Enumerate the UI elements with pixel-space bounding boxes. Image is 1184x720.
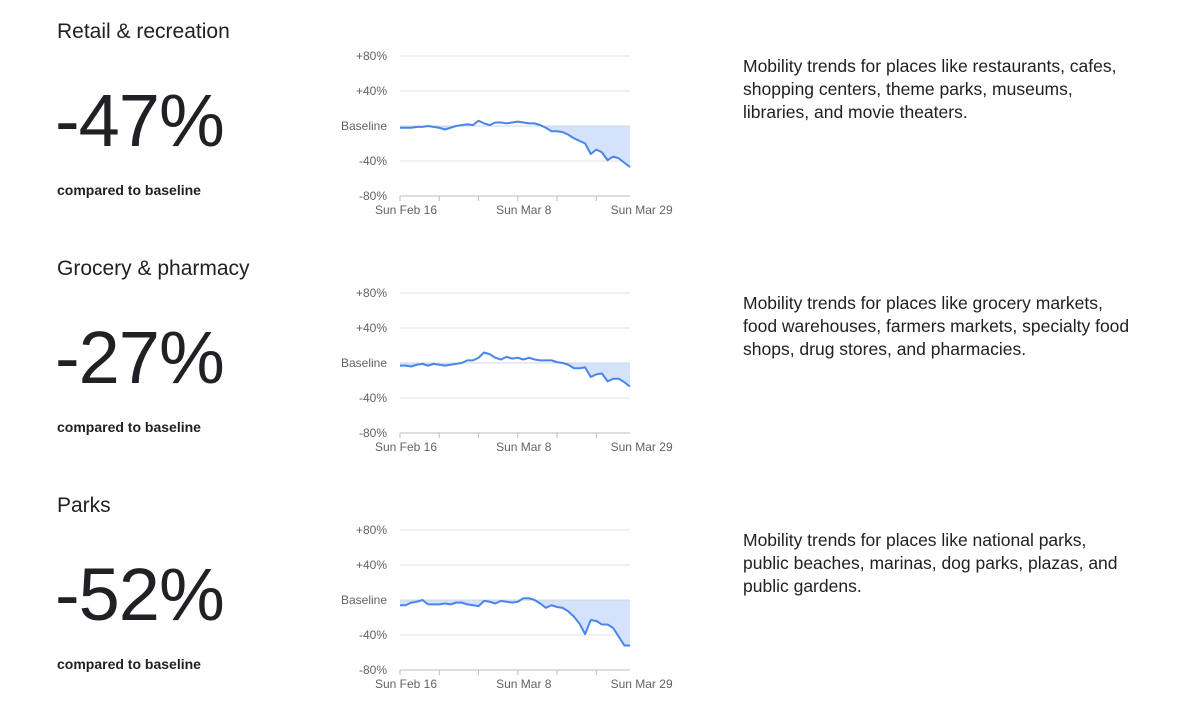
grocery-pharmacy-section: Grocery & pharmacy -27% compared to base… bbox=[0, 237, 1184, 474]
y-tick-label: -40% bbox=[359, 391, 387, 405]
baseline-note: compared to baseline bbox=[57, 419, 201, 435]
category-description: Mobility trends for places like restaura… bbox=[743, 56, 1117, 122]
trend-line bbox=[400, 119, 631, 168]
y-tick-label: +40% bbox=[356, 84, 387, 98]
mobility-chart: +80% +40% Baseline -40% -80%Sun Feb 16 Sun Ma… bbox=[341, 523, 673, 691]
y-tick-label: -80% bbox=[359, 663, 387, 677]
trend-line bbox=[400, 597, 630, 647]
baseline-note: compared to baseline bbox=[57, 182, 201, 198]
x-tick-label: Sun Mar 8 bbox=[496, 203, 552, 217]
change-percent: -27% bbox=[55, 316, 225, 399]
y-tick-label: -80% bbox=[359, 426, 387, 440]
below-baseline-area bbox=[400, 600, 630, 646]
x-tick-label: Sun Mar 8 bbox=[496, 677, 552, 691]
x-tick-label: Sun Mar 29 bbox=[611, 440, 673, 454]
change-percent: -52% bbox=[55, 553, 225, 636]
retail-recreation-section: Retail & recreation -47% compared to bas… bbox=[0, 0, 1184, 237]
category-description: Mobility trends for places like national… bbox=[743, 530, 1118, 596]
category-title: Grocery & pharmacy bbox=[57, 257, 250, 280]
below-baseline-area bbox=[400, 363, 630, 387]
category-title: Retail & recreation bbox=[57, 20, 230, 43]
mobility-chart: +80% +40% Baseline -40% -80%Sun Feb 16 Sun Ma… bbox=[341, 49, 673, 217]
x-tick-label: Sun Mar 8 bbox=[496, 440, 552, 454]
y-tick-label: -40% bbox=[359, 154, 387, 168]
parks-section: Parks -52% compared to baseline +80% +40%… bbox=[0, 474, 1184, 711]
mobility-chart: +80% +40% Baseline -40% -80%Sun Feb 16 Sun Ma… bbox=[341, 286, 673, 454]
x-tick-label: Sun Mar 29 bbox=[611, 203, 673, 217]
y-tick-label: +40% bbox=[356, 321, 387, 335]
y-tick-label: -40% bbox=[359, 628, 387, 642]
change-percent: -47% bbox=[55, 79, 225, 162]
x-tick-label: Sun Feb 16 bbox=[375, 440, 437, 454]
x-tick-label: Sun Mar 29 bbox=[611, 677, 673, 691]
y-tick-label: -80% bbox=[359, 189, 387, 203]
y-tick-label: Baseline bbox=[341, 119, 387, 133]
y-tick-label: +80% bbox=[356, 286, 387, 300]
x-tick-label: Sun Feb 16 bbox=[375, 677, 437, 691]
category-title: Parks bbox=[57, 494, 111, 517]
y-tick-label: Baseline bbox=[341, 356, 387, 370]
y-tick-label: Baseline bbox=[341, 593, 387, 607]
y-tick-label: +80% bbox=[356, 523, 387, 537]
x-tick-label: Sun Feb 16 bbox=[375, 203, 437, 217]
category-description: Mobility trends for places like grocery … bbox=[743, 293, 1130, 359]
trend-line bbox=[400, 351, 631, 388]
baseline-note: compared to baseline bbox=[57, 656, 201, 672]
y-tick-label: +40% bbox=[356, 558, 387, 572]
y-tick-label: +80% bbox=[356, 49, 387, 63]
